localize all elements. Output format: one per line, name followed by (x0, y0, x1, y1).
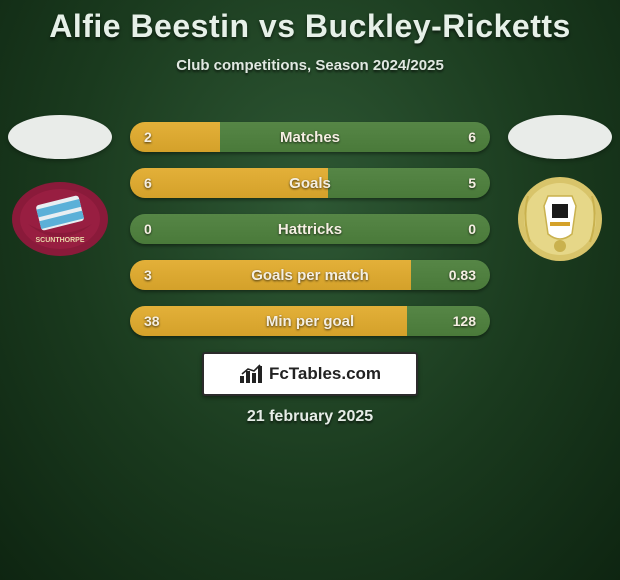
stat-label: Matches (130, 122, 490, 152)
crest-icon (510, 176, 610, 262)
stat-label: Goals per match (130, 260, 490, 290)
stats-container: 26Matches 65Goals 00Hattricks 30.83Goals pe… (130, 122, 490, 336)
svg-text:SCUNTHORPE: SCUNTHORPE (35, 237, 84, 244)
bar-chart-icon (239, 364, 263, 384)
stat-label: Goals (130, 168, 490, 198)
club-badge-right (510, 179, 610, 259)
player-left-photo (8, 115, 112, 159)
stat-row: 26Matches (130, 122, 490, 152)
club-badge-left: SCUNTHORPE (10, 179, 110, 259)
stat-row: 65Goals (130, 168, 490, 198)
page-title: Alfie Beestin vs Buckley-Ricketts (0, 0, 620, 45)
stat-row: 00Hattricks (130, 214, 490, 244)
shield-icon: SCUNTHORPE (10, 180, 110, 258)
subtitle: Club competitions, Season 2024/2025 (0, 57, 620, 74)
player-right-photo (508, 115, 612, 159)
stat-label: Hattricks (130, 214, 490, 244)
stat-label: Min per goal (130, 306, 490, 336)
stat-row: 30.83Goals per match (130, 260, 490, 290)
brand-badge[interactable]: FcTables.com (202, 352, 418, 396)
brand-text: FcTables.com (269, 364, 381, 384)
player-left-column: SCUNTHORPE (0, 115, 120, 259)
date-label: 21 february 2025 (0, 408, 620, 426)
player-right-column (500, 115, 620, 259)
stat-row: 38128Min per goal (130, 306, 490, 336)
